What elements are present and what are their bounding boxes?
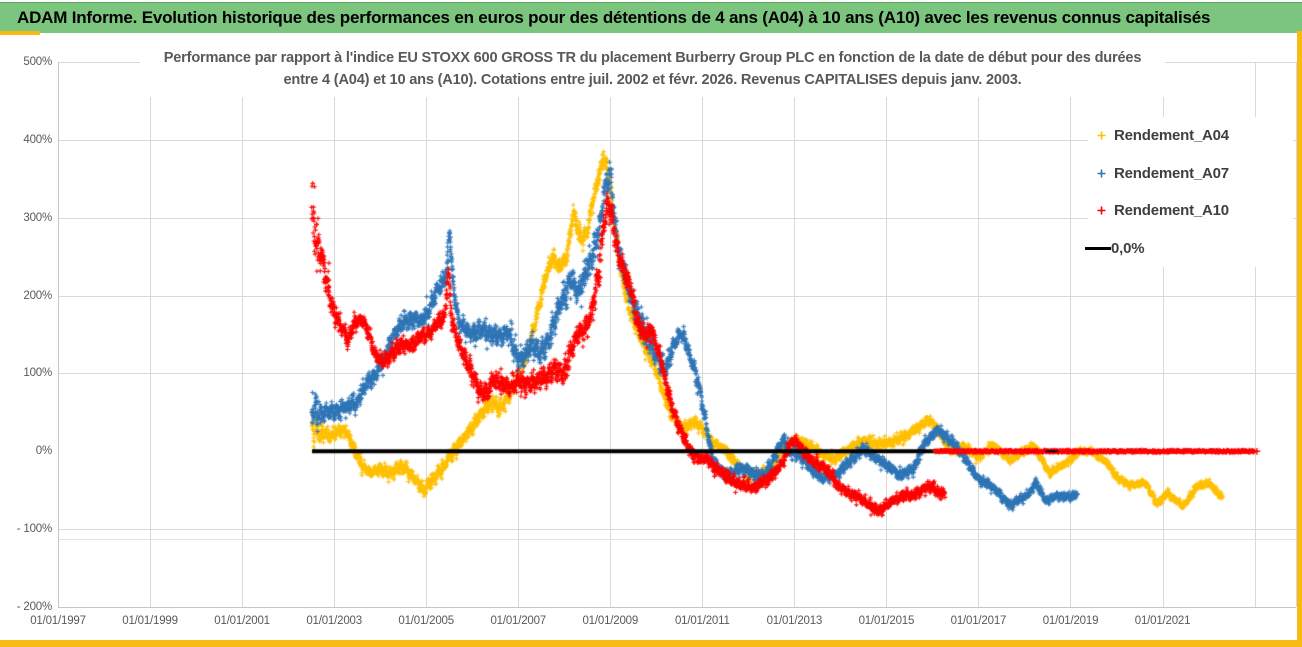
legend-item-rendement-a10: Rendement_A10 xyxy=(1088,192,1293,230)
legend-item-rendement-a04: Rendement_A04 xyxy=(1088,117,1293,155)
legend-label: Rendement_A07 xyxy=(1114,164,1229,182)
legend-item-0-0-: 0,0% xyxy=(1085,230,1293,268)
legend-label: Rendement_A10 xyxy=(1114,202,1229,220)
zero-line-swatch xyxy=(1085,246,1111,250)
plus-marker-icon xyxy=(1088,168,1114,179)
chart-title-line2: entre 4 (A04) et 10 ans (A10). Cotations… xyxy=(283,72,1022,88)
chart-title-line1: Performance par rapport à l'indice EU ST… xyxy=(163,50,1142,66)
legend-label: Rendement_A04 xyxy=(1114,127,1229,145)
legend: Rendement_A04 Rendement_A07 Rendement_A10 0… xyxy=(1085,117,1293,268)
plus-marker-icon xyxy=(1088,130,1114,141)
legend-label: 0,0% xyxy=(1111,239,1145,257)
chart-title: Performance par rapport à l'indice EU ST… xyxy=(140,47,1165,97)
legend-item-rendement-a07: Rendement_A07 xyxy=(1088,155,1293,193)
plus-marker-icon xyxy=(1088,205,1114,216)
